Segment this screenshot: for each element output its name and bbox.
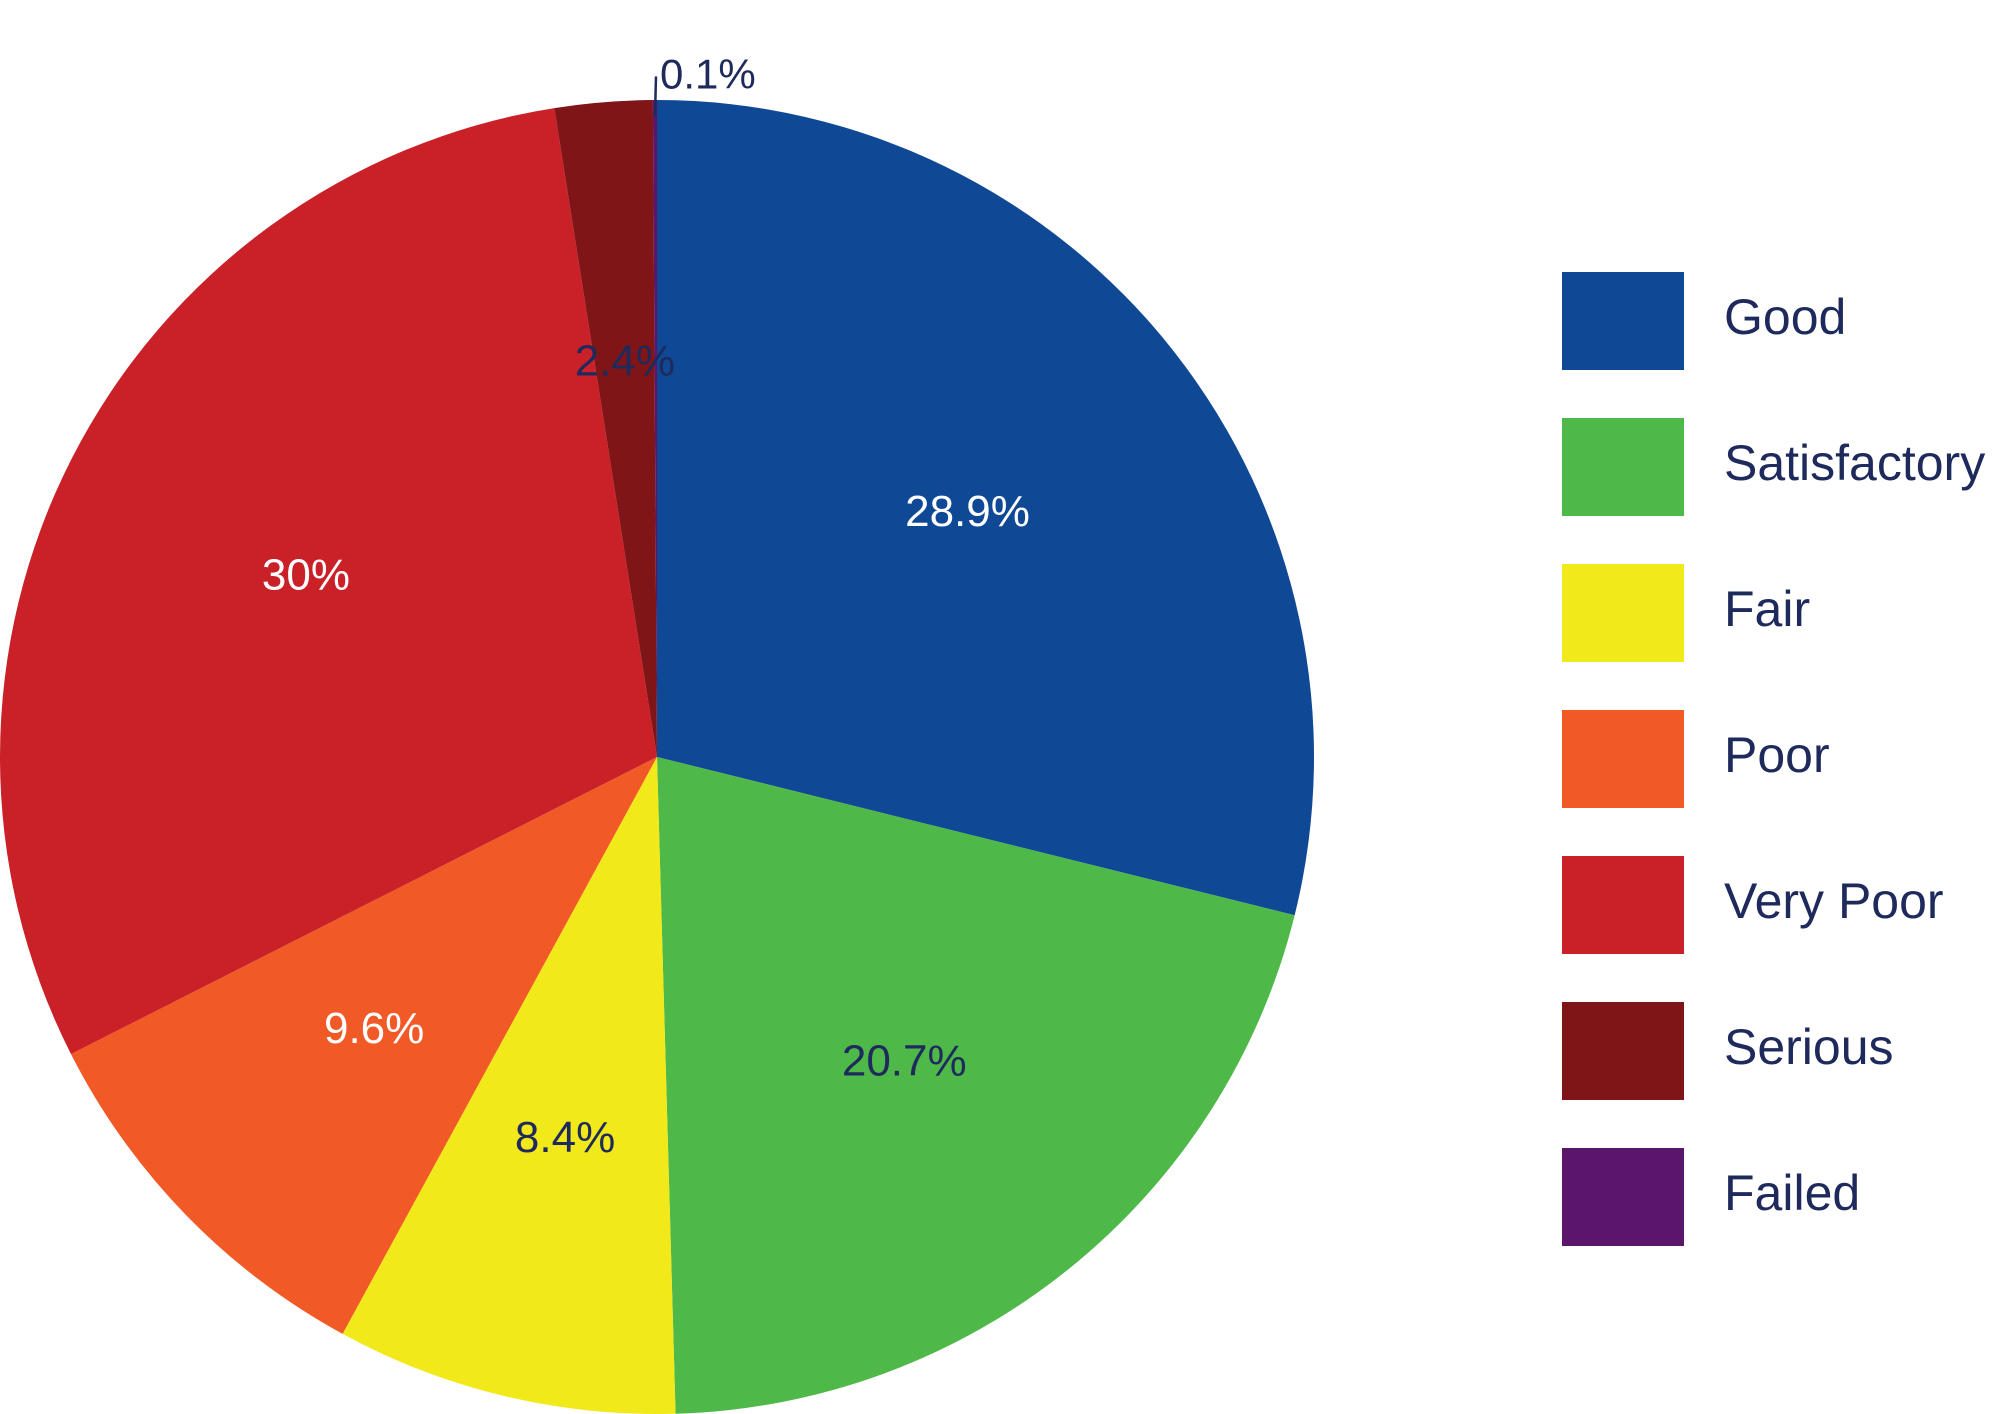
legend-item-fair: Fair	[1562, 564, 1810, 662]
legend-label-serious: Serious	[1724, 1019, 1894, 1075]
legend-swatch-satisfactory	[1562, 418, 1684, 516]
legend-item-serious: Serious	[1562, 1002, 1894, 1100]
legend-item-good: Good	[1562, 272, 1846, 370]
legend-label-poor: Poor	[1724, 727, 1830, 783]
slice-label-fair: 8.4%	[515, 1113, 615, 1162]
legend-label-very-poor: Very Poor	[1724, 873, 1944, 929]
slice-label-serious: 2.4%	[575, 337, 675, 386]
legend-item-satisfactory: Satisfactory	[1562, 418, 1985, 516]
slice-label-very-poor: 30%	[262, 550, 350, 599]
legend-swatch-serious	[1562, 1002, 1684, 1100]
legend-swatch-good	[1562, 272, 1684, 370]
legend-item-failed: Failed	[1562, 1148, 1860, 1246]
pie-slice-failed	[652, 100, 657, 757]
legend-item-very-poor: Very Poor	[1562, 856, 1944, 954]
legend-label-good: Good	[1724, 289, 1846, 345]
slice-label-poor: 9.6%	[324, 1004, 424, 1053]
legend-swatch-failed	[1562, 1148, 1684, 1246]
legend-item-poor: Poor	[1562, 710, 1830, 808]
legend: Good Satisfactory Fair Poor Very Poor Serious…	[1562, 272, 1985, 1246]
legend-label-satisfactory: Satisfactory	[1724, 435, 1985, 491]
slice-label-failed: 0.1%	[660, 50, 756, 97]
pie-slice-fair	[342, 757, 676, 1414]
pie-slices	[0, 100, 1314, 1414]
legend-swatch-poor	[1562, 710, 1684, 808]
pie-slice-good	[657, 100, 1314, 916]
slice-label-good: 28.9%	[905, 487, 1030, 536]
pie-slice-poor	[71, 757, 657, 1334]
pie-slice-very-poor	[0, 108, 657, 1055]
leader-line-failed	[653, 76, 658, 117]
pie-slice-serious	[554, 100, 657, 757]
legend-swatch-fair	[1562, 564, 1684, 662]
legend-label-failed: Failed	[1724, 1165, 1860, 1221]
slice-label-satisfactory: 20.7%	[842, 1037, 967, 1086]
pie-slice-satisfactory	[657, 757, 1295, 1414]
legend-label-fair: Fair	[1724, 581, 1810, 637]
legend-swatch-very-poor	[1562, 856, 1684, 954]
slice-labels: 28.9% 20.7% 8.4% 9.6% 30% 2.4% 0.1%	[262, 50, 1030, 1162]
